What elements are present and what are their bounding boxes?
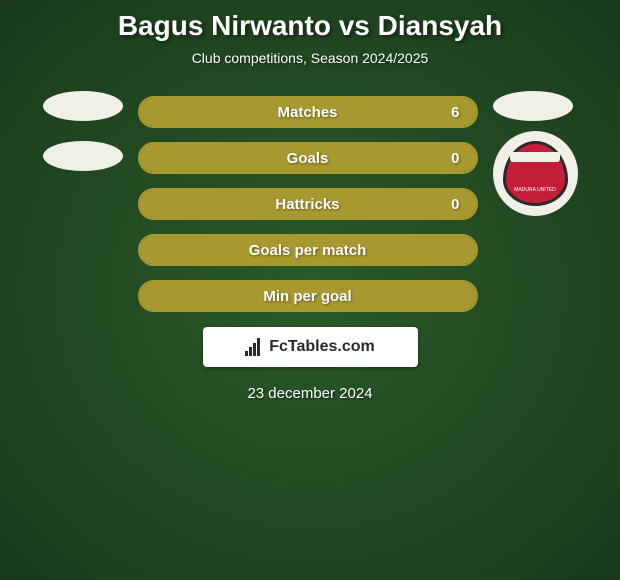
stat-bar-goals: Goals 0 xyxy=(138,142,478,174)
right-badge-1 xyxy=(493,91,573,121)
content-wrapper: Matches 6 Goals 0 Hattricks 0 Goals per … xyxy=(30,96,590,312)
stat-value: 0 xyxy=(451,196,459,213)
branding-card[interactable]: FcTables.com xyxy=(203,327,418,367)
page-title: Bagus Nirwanto vs Diansyah xyxy=(30,10,590,42)
stat-label: Goals xyxy=(287,150,329,167)
stat-label: Min per goal xyxy=(263,288,351,305)
stat-value: 0 xyxy=(451,150,459,167)
club-crest-icon: MADURA UNITED xyxy=(503,141,568,206)
subtitle: Club competitions, Season 2024/2025 xyxy=(30,50,590,66)
stat-bar-min-per-goal: Min per goal xyxy=(138,280,478,312)
stat-value: 6 xyxy=(451,104,459,121)
crest-label: MADURA UNITED xyxy=(514,187,555,193)
left-badge-2 xyxy=(43,141,123,171)
right-badge-crest: MADURA UNITED xyxy=(493,131,578,216)
stat-label: Hattricks xyxy=(275,196,339,213)
chart-icon xyxy=(245,338,267,356)
stat-label: Goals per match xyxy=(249,242,367,259)
right-badges: MADURA UNITED xyxy=(493,91,578,216)
stat-bar-hattricks: Hattricks 0 xyxy=(138,188,478,220)
left-badge-1 xyxy=(43,91,123,121)
stat-bar-matches: Matches 6 xyxy=(138,96,478,128)
branding-text: FcTables.com xyxy=(269,338,375,356)
stat-label: Matches xyxy=(277,104,337,121)
stats-list: Matches 6 Goals 0 Hattricks 0 Goals per … xyxy=(138,96,478,312)
footer-date: 23 december 2024 xyxy=(30,385,590,402)
left-badges xyxy=(43,91,123,171)
stat-bar-goals-per-match: Goals per match xyxy=(138,234,478,266)
